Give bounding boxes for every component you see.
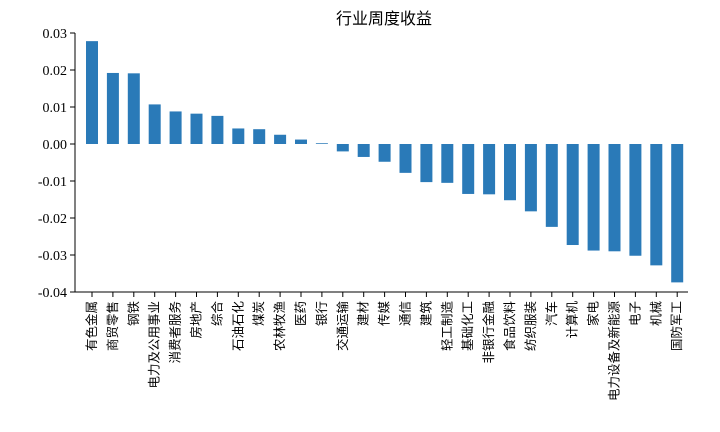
x-tick-label: 建筑 bbox=[418, 301, 433, 327]
x-tick-label: 有色金属 bbox=[84, 301, 99, 351]
x-tick-label: 家电 bbox=[586, 301, 601, 327]
y-tick-label: -0.02 bbox=[38, 212, 67, 227]
bar-1 bbox=[86, 41, 98, 144]
y-tick-label: 0.01 bbox=[43, 101, 68, 116]
x-tick-label: 消费者服务 bbox=[168, 301, 183, 364]
x-tick-label: 传媒 bbox=[377, 301, 392, 327]
bar-24 bbox=[566, 144, 579, 246]
x-tick-label: 基础化工 bbox=[460, 301, 475, 351]
y-tick-label: -0.04 bbox=[38, 286, 67, 301]
x-tick-label: 轻工制造 bbox=[439, 301, 454, 352]
bar-18 bbox=[441, 144, 454, 183]
bar-14 bbox=[357, 144, 370, 157]
bar-19 bbox=[462, 144, 475, 194]
bar-17 bbox=[420, 144, 433, 183]
x-tick-label: 钢铁 bbox=[126, 301, 141, 327]
x-tick-label: 煤炭 bbox=[251, 301, 266, 326]
bar-4 bbox=[148, 104, 161, 144]
x-tick-label: 建材 bbox=[356, 301, 371, 326]
bar-26 bbox=[608, 144, 621, 252]
x-tick-label: 汽车 bbox=[544, 301, 559, 326]
x-tick-label: 医药 bbox=[293, 301, 308, 326]
bar-5 bbox=[169, 111, 182, 144]
x-tick-label: 商贸零售 bbox=[105, 301, 120, 351]
bar-9 bbox=[253, 129, 266, 144]
bars-group bbox=[86, 41, 684, 283]
x-tick-label: 电力及公用事业 bbox=[147, 301, 162, 389]
y-tick-label: 0.00 bbox=[43, 138, 68, 153]
bar-7 bbox=[211, 115, 224, 144]
y-tick-label: -0.01 bbox=[38, 175, 67, 190]
bar-3 bbox=[127, 73, 140, 144]
bar-13 bbox=[336, 144, 349, 152]
bar-12 bbox=[315, 143, 328, 144]
x-tick-label: 纺织服装 bbox=[523, 301, 538, 351]
x-tick-label: 农林牧渔 bbox=[272, 301, 287, 351]
bar-16 bbox=[399, 144, 412, 173]
x-tick-label: 银行 bbox=[314, 301, 329, 326]
x-tick-label: 计算机 bbox=[565, 301, 580, 339]
bar-25 bbox=[587, 144, 600, 251]
x-tick-label: 电力设备及新能源 bbox=[607, 301, 622, 402]
x-tick-label: 国防军工 bbox=[669, 301, 684, 351]
y-axis: 0.03 0.02 0.01 0.00 -0.01 -0.02 -0.03 -0.04 bbox=[38, 27, 76, 301]
x-axis: 有色金属 商贸零售 钢铁 电力及公用事业 消费者服务 房地产 综合 石油石化 煤炭 农林牧渔 医药银… bbox=[75, 291, 688, 402]
x-tick-label: 机械 bbox=[648, 301, 663, 327]
bar-10 bbox=[274, 134, 287, 144]
x-tick-label: 交通运输 bbox=[335, 301, 350, 352]
chart-title: 行业周度收益 bbox=[336, 9, 432, 28]
x-tick-label: 石油石化 bbox=[230, 301, 245, 352]
y-tick-label: -0.03 bbox=[38, 249, 67, 264]
x-tick-label: 通信 bbox=[398, 301, 413, 326]
x-tick-label: 非银行金融 bbox=[481, 301, 496, 364]
x-tick-label: 房地产 bbox=[189, 301, 204, 339]
bar-21 bbox=[504, 144, 516, 201]
bar-27 bbox=[629, 144, 642, 256]
bar-29 bbox=[671, 144, 684, 283]
x-tick-label: 电子 bbox=[627, 301, 642, 326]
bar-8 bbox=[232, 128, 245, 144]
bar-6 bbox=[190, 113, 203, 144]
x-tick-label: 食品饮料 bbox=[502, 301, 517, 352]
bar-2 bbox=[106, 72, 119, 144]
bar-15 bbox=[378, 144, 391, 162]
bar-23 bbox=[545, 144, 558, 227]
y-tick-label: 0.02 bbox=[43, 64, 68, 79]
y-tick-label: 0.03 bbox=[43, 27, 68, 42]
bar-20 bbox=[483, 144, 496, 195]
bar-22 bbox=[524, 144, 537, 212]
bar-28 bbox=[650, 144, 663, 266]
bar-11 bbox=[295, 139, 307, 144]
x-tick-label: 综合 bbox=[209, 301, 224, 327]
